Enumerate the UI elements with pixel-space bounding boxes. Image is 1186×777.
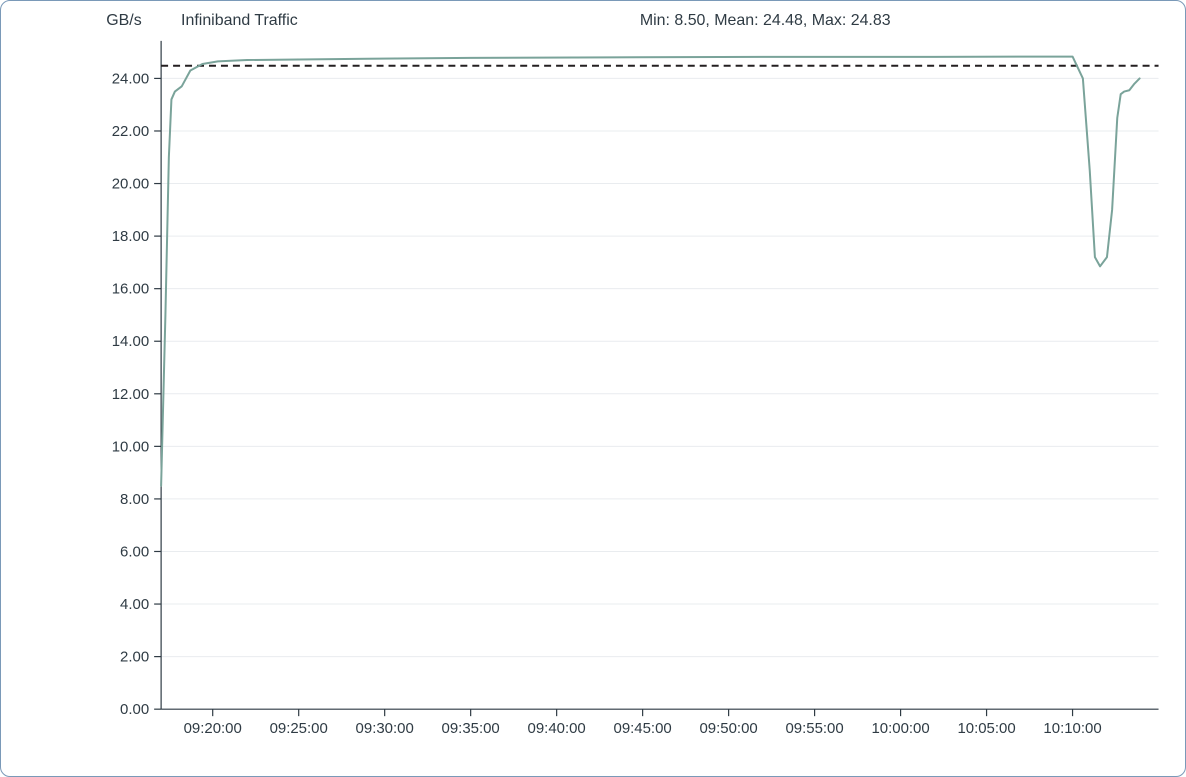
y-tick-label: 4.00 [120, 596, 149, 613]
y-tick-label: 16.00 [112, 281, 149, 298]
chart-title: Infiniband Traffic [181, 12, 298, 29]
x-tick-label: 10:05:00 [957, 720, 1015, 737]
series-line-traffic [161, 57, 1140, 486]
x-tick-label: 10:00:00 [871, 720, 929, 737]
y-tick-label: 22.00 [112, 123, 149, 140]
y-tick-label: 12.00 [112, 386, 149, 403]
chart-stats-summary: Min: 8.50, Mean: 24.48, Max: 24.83 [640, 12, 891, 29]
y-axis-unit-label: GB/s [106, 12, 141, 29]
x-tick-label: 09:25:00 [270, 720, 328, 737]
x-tick-label: 10:10:00 [1043, 720, 1101, 737]
x-tick-label: 09:20:00 [184, 720, 242, 737]
x-tick-label: 09:55:00 [785, 720, 843, 737]
x-tick-label: 09:45:00 [614, 720, 672, 737]
y-tick-label: 2.00 [120, 649, 149, 666]
x-tick-label: 09:40:00 [528, 720, 586, 737]
x-tick-label: 09:35:00 [442, 720, 500, 737]
chart-svg: GB/s Infiniband Traffic Min: 8.50, Mean:… [1, 1, 1185, 776]
y-tick-label: 0.00 [120, 701, 149, 718]
y-tick-label: 14.00 [112, 333, 149, 350]
y-tick-label: 18.00 [112, 228, 149, 245]
y-tick-label: 8.00 [120, 491, 149, 508]
y-tick-label: 24.00 [112, 70, 149, 87]
x-tick-label: 09:30:00 [356, 720, 414, 737]
x-tick-label: 09:50:00 [700, 720, 758, 737]
y-tick-label: 6.00 [120, 543, 149, 560]
y-tick-label: 20.00 [112, 176, 149, 193]
y-tick-label: 10.00 [112, 438, 149, 455]
chart-panel: GB/s Infiniband Traffic Min: 8.50, Mean:… [0, 0, 1186, 777]
